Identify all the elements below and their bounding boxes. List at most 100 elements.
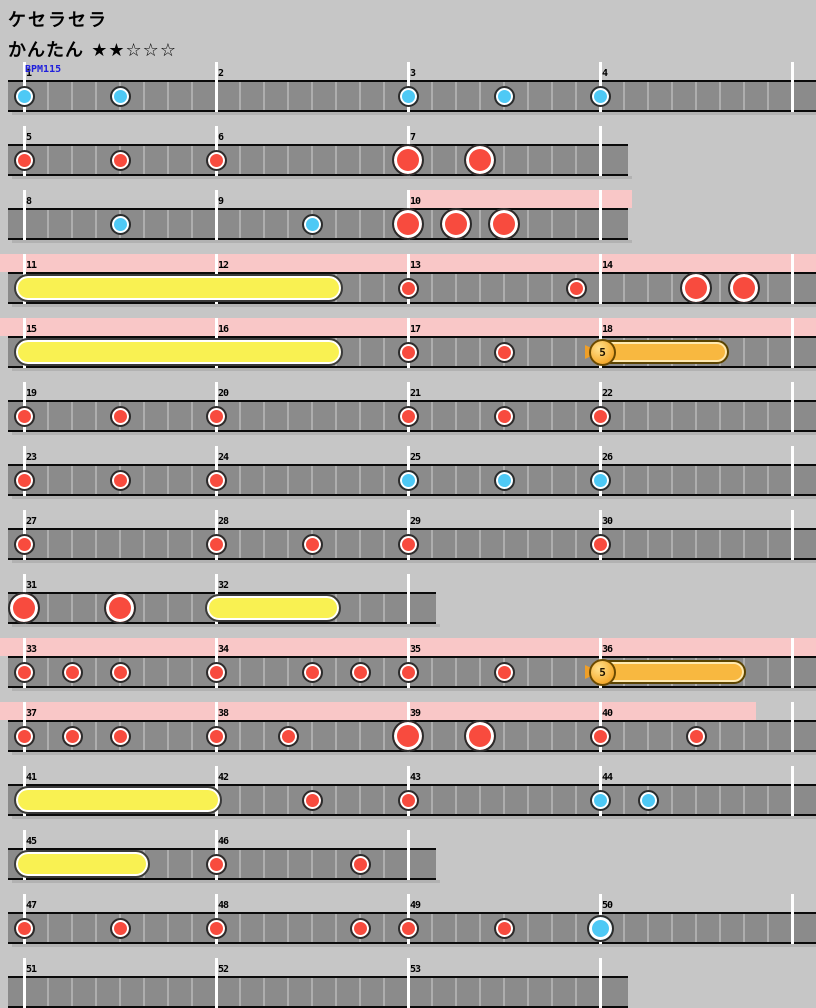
measure-number: 18 [602, 324, 613, 335]
measure-number: 47 [26, 900, 37, 911]
measure-number: 49 [410, 900, 421, 911]
measure-number: 6 [218, 132, 224, 143]
measure-number: 14 [602, 260, 613, 271]
lane-shadow [12, 368, 816, 371]
measure-line [791, 318, 794, 368]
measure-number: 20 [218, 388, 229, 399]
measure-number: 39 [410, 708, 421, 719]
measure-number: 45 [26, 836, 37, 847]
measure-number: 2 [218, 68, 224, 79]
note-don [397, 917, 419, 939]
measure-number: 44 [602, 772, 613, 783]
measure-number: 7 [410, 132, 416, 143]
measure-number: 27 [26, 516, 37, 527]
balloon-note: 5 [589, 658, 616, 686]
measure-line [791, 766, 794, 816]
note-don [493, 661, 515, 683]
lane-shadow [12, 880, 440, 883]
measure-number: 51 [26, 964, 37, 975]
note-don-big [464, 720, 496, 752]
note-don [13, 149, 35, 171]
note-don [205, 149, 227, 171]
measure-number: 50 [602, 900, 613, 911]
note-don [109, 917, 131, 939]
gogo-time-band [408, 190, 632, 208]
note-don [205, 853, 227, 875]
measure-line [599, 254, 602, 304]
measure-number: 53 [410, 964, 421, 975]
note-don [13, 661, 35, 683]
note-don [493, 405, 515, 427]
note-don [61, 661, 83, 683]
measure-number: 36 [602, 644, 613, 655]
note-don-big [488, 208, 520, 240]
measure-number: 33 [26, 644, 37, 655]
note-don [493, 341, 515, 363]
note-don-big [392, 144, 424, 176]
note-don-big [392, 720, 424, 752]
measure-number: 26 [602, 452, 613, 463]
measure-line [599, 190, 602, 240]
measure-number: 43 [410, 772, 421, 783]
note-don [205, 917, 227, 939]
note-ka [589, 85, 611, 107]
measure-line [23, 190, 26, 240]
note-ka [589, 469, 611, 491]
note-ka [589, 789, 611, 811]
note-don [397, 661, 419, 683]
measure-line [215, 190, 218, 240]
measure-line [791, 254, 794, 304]
balloon-bar [596, 660, 746, 684]
measure-number: 21 [410, 388, 421, 399]
measure-line [791, 894, 794, 944]
measure-line [215, 62, 218, 112]
measure-number: 19 [26, 388, 37, 399]
note-don [205, 469, 227, 491]
note-don [493, 917, 515, 939]
measure-line [599, 958, 602, 1008]
note-don [397, 789, 419, 811]
note-ka [637, 789, 659, 811]
note-don [589, 533, 611, 555]
measure-number: 8 [26, 196, 32, 207]
note-don [397, 405, 419, 427]
drumroll-note [14, 786, 222, 814]
note-don [397, 341, 419, 363]
measure-number: 16 [218, 324, 229, 335]
measure-number: 13 [410, 260, 421, 271]
drumroll-note [14, 850, 150, 878]
lane-shadow [12, 304, 816, 307]
lane-shadow [12, 944, 816, 947]
note-don [205, 533, 227, 555]
measure-line [407, 958, 410, 1008]
note-ka [301, 213, 323, 235]
note-don [13, 533, 35, 555]
measure-number: 15 [26, 324, 37, 335]
note-ka [397, 85, 419, 107]
note-don-big [392, 208, 424, 240]
measure-number: 29 [410, 516, 421, 527]
measure-number: 42 [218, 772, 229, 783]
measure-number: 12 [218, 260, 229, 271]
measure-number: 9 [218, 196, 224, 207]
lane [8, 912, 816, 944]
note-don [13, 725, 35, 747]
measure-number: 23 [26, 452, 37, 463]
lane-shadow [12, 240, 632, 243]
lane-shadow [12, 112, 816, 115]
lane [8, 144, 628, 176]
measure-number: 38 [218, 708, 229, 719]
lane-shadow [12, 496, 816, 499]
lane-shadow [12, 176, 632, 179]
note-don [109, 149, 131, 171]
measure-number: 22 [602, 388, 613, 399]
measure-number: 4 [602, 68, 608, 79]
measure-number: 48 [218, 900, 229, 911]
lane-shadow [12, 432, 816, 435]
note-don-big [104, 592, 136, 624]
note-don [301, 661, 323, 683]
lane-shadow [12, 816, 816, 819]
note-ka-big [586, 914, 614, 942]
note-don [349, 853, 371, 875]
note-ka [109, 213, 131, 235]
